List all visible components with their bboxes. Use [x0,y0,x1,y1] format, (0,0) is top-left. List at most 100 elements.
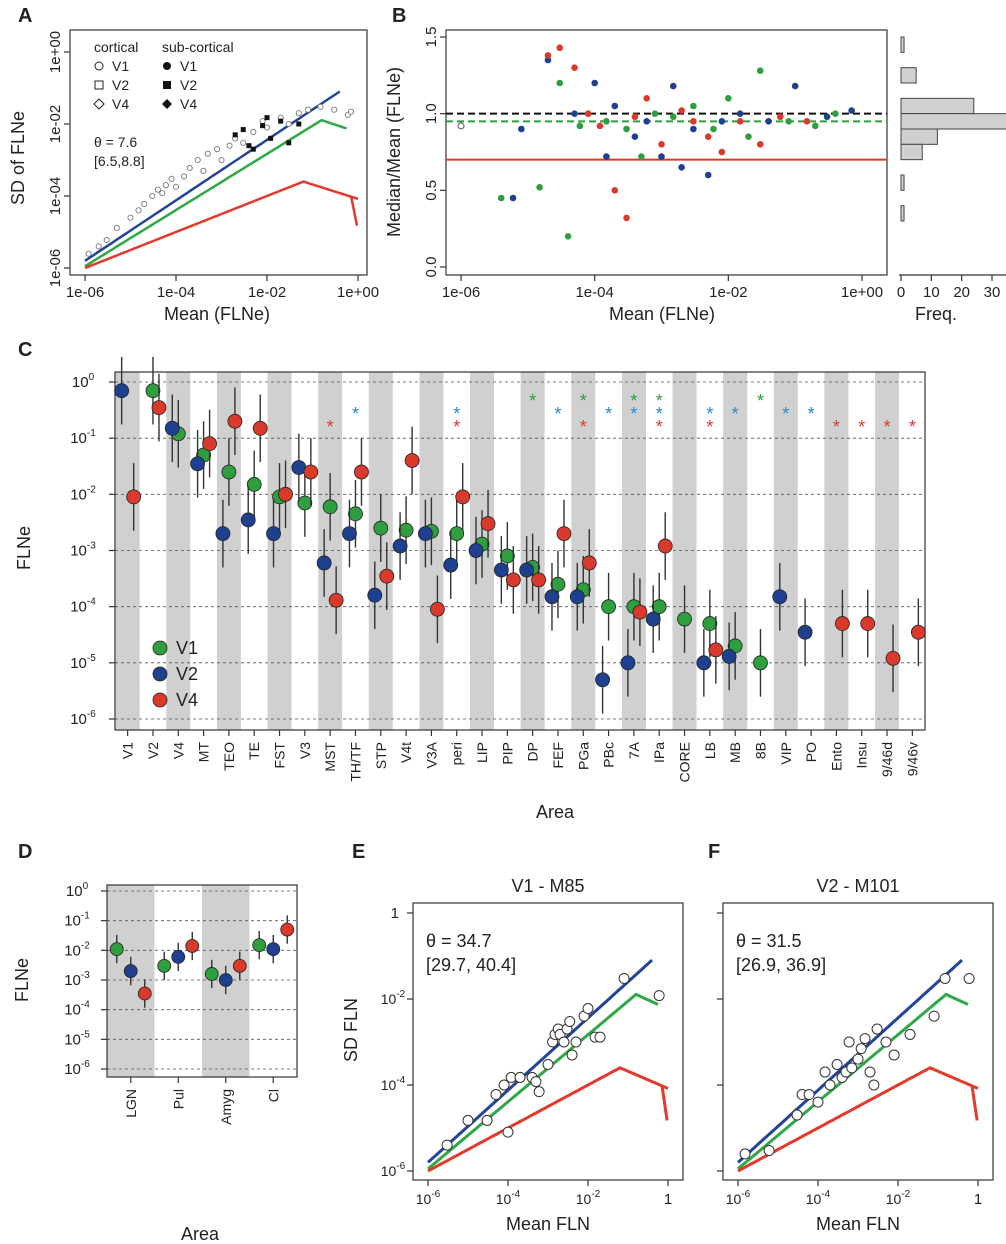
y-tick-label: 1.0 [423,103,440,124]
x-tick-label: V4 [170,742,186,759]
data-point-V2 [823,113,831,121]
data-point-V2 [266,942,281,957]
x-tick-label: V1 [120,742,136,759]
data-point-open [457,122,465,130]
legend-marker-V4 [152,692,168,708]
x-tick-label: 10-4 [496,1189,521,1207]
data-point-V2 [603,153,610,160]
x-tick-label: MT [196,742,212,763]
panel-D-label: D [18,841,32,863]
data-point-V2 [468,543,484,558]
x-tick-label: Amyg [218,1089,234,1125]
data-point-V1 [449,526,465,541]
x-tick-label: 10-6 [726,1189,751,1207]
significance-star: * [732,404,739,424]
data-point [871,1023,883,1035]
data-point-sub-cortical [296,121,302,127]
legend-label: V4 [180,96,197,112]
category-band [875,372,900,730]
category-band [115,372,140,730]
data-point-V4 [631,113,639,121]
theta-ci: [6.5,8.8] [94,153,145,169]
data-point-V4 [379,568,395,584]
data-point-cortical [149,192,156,200]
data-point-V4 [252,420,268,436]
legend-cortical-title: cortical [94,39,138,55]
data-point-V4 [232,958,247,973]
data-point-V4 [885,650,901,666]
data-point-V1 [756,67,764,75]
data-point-V4 [328,592,344,608]
data-point-V2 [266,526,281,541]
significance-star: * [909,417,916,437]
theta-value: θ = 7.6 [94,134,137,150]
data-point-V2 [736,110,744,117]
data-point-V1 [348,506,363,522]
legend-marker-V1 [152,640,168,656]
data-point [542,1058,554,1070]
data-point-sub-cortical [232,132,238,138]
data-point-V1 [576,122,584,130]
y-tick-label: 1e-06 [47,249,64,287]
data-point [824,1079,836,1091]
data-point-V1 [745,133,752,140]
data-point-sub-cortical [250,146,256,152]
category-band [824,372,849,730]
significance-star: * [656,391,663,411]
data-point-V4 [835,616,850,631]
data-point-cortical [226,142,233,149]
significance-star: * [529,391,536,411]
data-point-V2 [772,589,788,605]
data-point-V2 [643,118,650,125]
category-band [621,372,646,730]
data-point-V1 [603,118,610,125]
y-tick-label: 10-4 [64,1000,90,1019]
data-point [852,1053,864,1065]
data-point-V4 [756,141,764,148]
significance-star: * [605,404,612,424]
data-point-V2 [240,512,256,528]
legend-marker-filled-diamond [162,99,172,109]
x-tick-label: MB [727,742,743,763]
data-point-V1 [669,113,677,121]
data-point-V4 [455,489,471,505]
model-curve-upper [84,90,341,262]
data-point-V1 [536,183,543,191]
data-point-V2 [645,611,661,627]
data-point-V2 [848,107,855,114]
data-point-V2 [493,562,509,578]
data-point-V4 [556,526,572,541]
data-point [791,1109,803,1121]
data-point-V1 [550,576,566,592]
data-point-sub-cortical [264,115,270,121]
data-point [618,972,630,984]
data-point-V2 [164,420,180,436]
data-point-cortical [295,110,302,117]
data-point [904,1028,916,1040]
data-point-V4 [430,601,445,617]
significance-star: * [808,404,815,424]
hist-bar [900,36,905,53]
hist-x-tick-label: 0 [897,284,905,301]
y-tick-label: 100 [66,881,89,900]
data-point-V4 [718,148,726,156]
y-tick-label: 1 [391,905,399,922]
data-point-V4 [708,642,724,658]
significance-star: * [453,417,460,437]
x-axis-label: Mean (FLNe) [609,304,715,324]
data-point [812,1096,824,1108]
data-point-V1 [398,522,414,538]
data-point-sub-cortical [278,118,284,124]
data-point-cortical [250,128,257,136]
y-axis-label: SD of FLNe [8,111,28,205]
x-tick-label: LGN [123,1089,139,1118]
x-tick-label: 1e-02 [709,284,747,301]
data-point-V2 [509,194,517,202]
data-point-V4 [126,489,142,505]
legend-label: V2 [112,77,129,93]
x-tick-label: PO [803,742,819,762]
model-curve-lower [427,1066,669,1173]
data-point-V2 [696,655,712,671]
x-tick-label: Cl [265,1089,281,1102]
x-tick-label: 10-2 [576,1189,601,1207]
